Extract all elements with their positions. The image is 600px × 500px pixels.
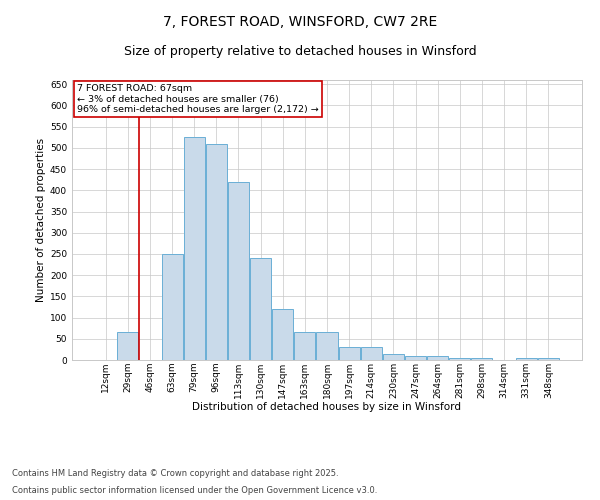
Bar bbox=[161, 254, 182, 360]
Bar bbox=[427, 356, 448, 360]
Text: Size of property relative to detached houses in Winsford: Size of property relative to detached ho… bbox=[124, 45, 476, 58]
Text: Contains HM Land Registry data © Crown copyright and database right 2025.: Contains HM Land Registry data © Crown c… bbox=[12, 468, 338, 477]
Bar bbox=[361, 348, 382, 360]
Bar bbox=[316, 332, 338, 360]
Bar bbox=[383, 354, 404, 360]
Bar bbox=[206, 144, 227, 360]
Bar bbox=[338, 348, 359, 360]
Bar bbox=[515, 358, 536, 360]
Text: Contains public sector information licensed under the Open Government Licence v3: Contains public sector information licen… bbox=[12, 486, 377, 495]
X-axis label: Distribution of detached houses by size in Winsford: Distribution of detached houses by size … bbox=[193, 402, 461, 412]
Bar bbox=[449, 358, 470, 360]
Bar bbox=[118, 332, 139, 360]
Bar bbox=[184, 138, 205, 360]
Bar bbox=[295, 332, 316, 360]
Bar bbox=[472, 358, 493, 360]
Bar bbox=[228, 182, 249, 360]
Bar bbox=[250, 258, 271, 360]
Bar bbox=[538, 358, 559, 360]
Bar bbox=[405, 356, 426, 360]
Bar bbox=[272, 309, 293, 360]
Text: 7, FOREST ROAD, WINSFORD, CW7 2RE: 7, FOREST ROAD, WINSFORD, CW7 2RE bbox=[163, 15, 437, 29]
Y-axis label: Number of detached properties: Number of detached properties bbox=[36, 138, 46, 302]
Text: 7 FOREST ROAD: 67sqm
← 3% of detached houses are smaller (76)
96% of semi-detach: 7 FOREST ROAD: 67sqm ← 3% of detached ho… bbox=[77, 84, 319, 114]
